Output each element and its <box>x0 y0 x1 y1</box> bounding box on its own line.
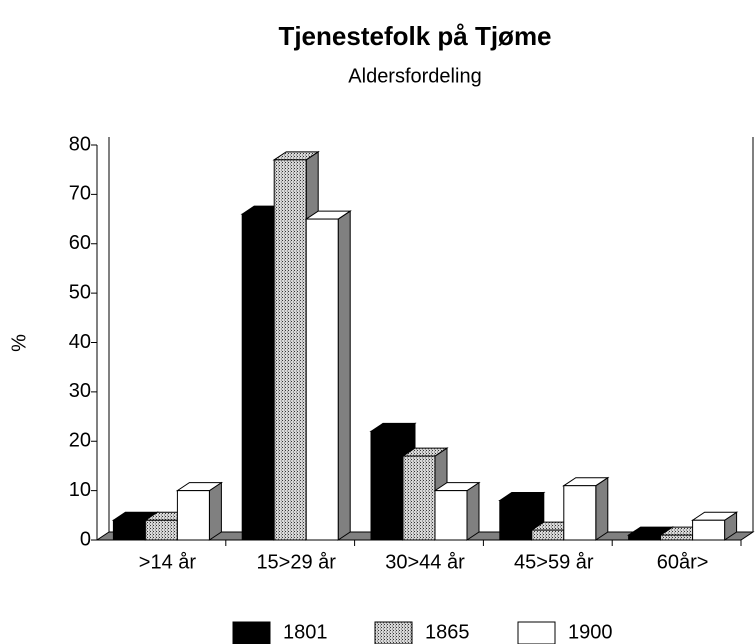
y-tick-label: 80 <box>69 133 91 155</box>
chart-title: Tjenestefolk på Tjøme <box>278 21 551 51</box>
y-tick-label: 30 <box>69 380 91 402</box>
legend-label: 1865 <box>425 621 470 643</box>
y-tick-label: 40 <box>69 331 91 353</box>
bar <box>176 490 210 541</box>
chart-subtitle: Aldersfordeling <box>348 65 481 87</box>
x-tick-label: 60år> <box>657 551 709 573</box>
bar <box>628 534 662 541</box>
legend-swatch <box>232 621 271 644</box>
x-tick-label: >14 år <box>139 551 197 573</box>
bar <box>692 519 726 541</box>
x-tick-label: 15>29 år <box>256 551 336 573</box>
legend-label: 1900 <box>568 621 613 643</box>
y-tick-label: 10 <box>69 479 91 501</box>
bar <box>144 519 178 541</box>
bar <box>499 500 533 541</box>
bar <box>563 485 597 541</box>
y-tick-label: 60 <box>69 232 91 254</box>
y-tick-label: 70 <box>69 183 91 205</box>
y-tick-label: 0 <box>80 528 91 550</box>
y-axis-label: % <box>8 334 30 352</box>
legend-swatch <box>517 621 556 644</box>
bar <box>660 534 694 541</box>
bar <box>370 430 404 541</box>
x-tick-label: 30>44 år <box>385 551 465 573</box>
bar <box>241 213 275 541</box>
bar-side <box>595 476 609 541</box>
x-tick-label: 45>59 år <box>514 551 594 573</box>
y-tick-label: 20 <box>69 430 91 452</box>
bar <box>434 490 468 541</box>
bar <box>531 529 565 541</box>
bar <box>273 159 307 541</box>
bar-side <box>337 210 351 541</box>
bar-side <box>208 481 222 541</box>
legend-label: 1801 <box>283 621 328 643</box>
bar-side <box>466 481 480 541</box>
legend-swatch <box>374 621 413 644</box>
bar <box>112 519 146 541</box>
y-tick-label: 50 <box>69 281 91 303</box>
bar <box>402 455 436 541</box>
bar <box>305 218 339 541</box>
